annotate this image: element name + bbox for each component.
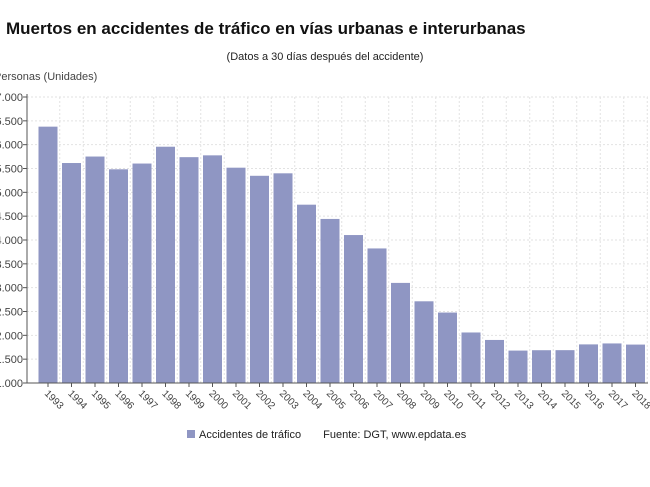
bar-2018 (626, 344, 645, 383)
legend-label: Accidentes de tráfico (199, 429, 302, 441)
y-tick-label: 1.500 (0, 354, 23, 366)
bar-2016 (579, 344, 598, 383)
x-tick-label: 2011 (465, 388, 488, 411)
x-tick-label: 1998 (159, 388, 183, 412)
bar-1998 (156, 146, 175, 383)
bar-1996 (109, 169, 128, 383)
legend-swatch (187, 430, 195, 438)
x-tick-label: 2017 (606, 388, 630, 412)
x-tick-label: 1996 (112, 388, 136, 412)
chart-subtitle: (Datos a 30 días después del accidente) (226, 51, 424, 63)
x-tick-label: 1997 (136, 388, 160, 412)
x-tick-label: 2013 (512, 388, 536, 412)
y-tick-label: 3.500 (0, 259, 23, 271)
x-tick-label: 2016 (582, 388, 606, 412)
bar-2011 (461, 332, 481, 383)
y-tick-label: 5.000 (0, 187, 23, 199)
y-tick-label: 5.500 (0, 164, 23, 176)
x-tick-label: 2010 (441, 388, 465, 412)
x-tick-label: 2007 (371, 388, 395, 412)
bar-2009 (414, 301, 434, 383)
x-tick-label: 2014 (535, 388, 559, 412)
x-tick-label: 2001 (230, 388, 254, 412)
x-tick-label: 2004 (300, 388, 324, 412)
bar-2017 (602, 343, 622, 383)
x-tick-label: 1994 (65, 388, 89, 412)
source-note: Fuente: DGT, www.epdata.es (323, 429, 467, 441)
y-tick-label: 1.000 (0, 378, 23, 390)
bar-1993 (38, 126, 58, 383)
bar-1999 (179, 157, 199, 383)
bar-1995 (85, 156, 105, 383)
x-tick-label: 2009 (418, 388, 442, 412)
bar-1994 (62, 163, 81, 383)
bar-2006 (344, 235, 363, 383)
y-axis-label: Personas (Unidades) (0, 71, 98, 83)
legend: Accidentes de tráfico Fuente: DGT, www.ep… (187, 429, 466, 441)
bar-2004 (297, 204, 316, 383)
bar-2010 (438, 312, 457, 383)
y-tick-label: 6.500 (0, 116, 23, 128)
x-tick-label: 2018 (629, 388, 650, 412)
y-tick-label: 2.500 (0, 307, 23, 319)
x-tick-label: 2006 (347, 388, 371, 412)
y-tick-label: 7.000 (0, 92, 23, 104)
y-tick-label: 6.000 (0, 140, 23, 152)
bar-2013 (508, 350, 528, 383)
bar-2003 (273, 173, 293, 383)
x-tick-label: 2002 (253, 388, 277, 412)
bar-2005 (320, 218, 340, 383)
bar-2008 (391, 282, 410, 383)
x-tick-label: 2008 (394, 388, 418, 412)
x-tick-label: 2003 (277, 388, 301, 412)
chart-title: Muertos en accidentes de tráfico en vías… (6, 19, 526, 38)
bar-2015 (555, 350, 575, 383)
bar-1997 (132, 163, 152, 383)
x-tick-label: 2012 (488, 388, 512, 412)
x-tick-label: 2000 (206, 388, 230, 412)
y-tick-label: 4.500 (0, 211, 23, 223)
bar-2002 (250, 175, 269, 383)
x-tick-label: 1999 (183, 388, 207, 412)
x-tick-label: 1995 (89, 388, 113, 412)
bar-2000 (203, 155, 222, 383)
bar-2014 (532, 350, 551, 383)
bar-2007 (367, 248, 387, 383)
y-tick-label: 4.000 (0, 235, 23, 247)
y-tick-label: 3.000 (0, 283, 23, 295)
y-tick-label: 2.000 (0, 330, 23, 342)
bar-2012 (485, 339, 504, 383)
x-tick-label: 2005 (324, 388, 348, 412)
x-tick-label: 2015 (559, 388, 583, 412)
x-tick-label: 1993 (42, 388, 66, 412)
bar-2001 (226, 167, 246, 383)
